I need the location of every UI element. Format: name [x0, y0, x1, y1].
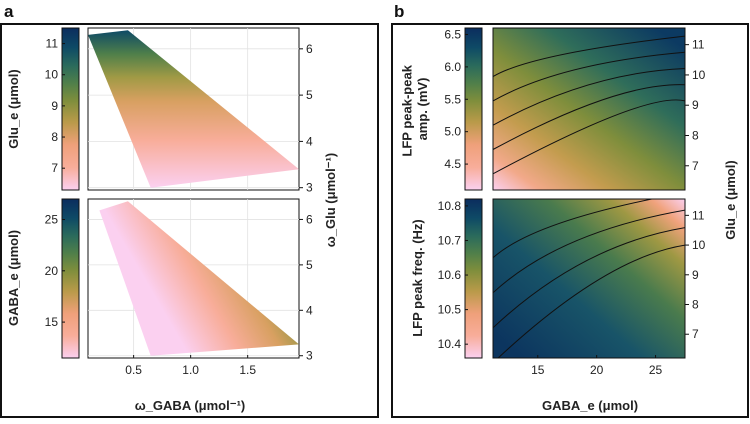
panel-b-letter: b	[394, 2, 404, 21]
plot-area-b-bottom	[492, 198, 686, 359]
y-tick-label-b-bottom: 8	[692, 298, 699, 312]
contour-line-b-top	[493, 51, 685, 102]
colorbar-tick-label-b-top: 4.5	[444, 157, 461, 171]
colorbar-label-b-bottom-text: LFP peak freq. (Hz)	[410, 219, 425, 337]
ylabel-right-a-text: ω_Glu (μmol⁻¹)	[323, 153, 338, 247]
chart-b-bottom: 10.4 10.5 10.6 10.7 10.8 7 8 9 10 11 15 20 25 LFP …	[410, 198, 706, 377]
xlabel-a-text: ω_GABA (μmol⁻¹)	[135, 398, 246, 413]
colorbar-label-b-top-line2: amp. (mV)	[415, 78, 430, 141]
colorbar-tick-label-b-bottom: 10.4	[438, 337, 462, 351]
x-tick-label-a-bottom: 0.5	[125, 363, 142, 377]
y-tick-label-b-top: 8	[692, 128, 699, 142]
y-tick-label-a-bottom: 3	[306, 349, 313, 363]
xlabel-b: GABA_e (μmol)	[542, 398, 638, 413]
colorbar-label-a-bottom-text: GABA_e (μmol)	[6, 230, 21, 326]
data-region-a-bottom	[99, 201, 300, 356]
panel-b-frame	[391, 23, 749, 418]
colorbar-tick-label-a-bottom: 20	[45, 264, 59, 278]
colorbar-tick-label-b-top: 6.0	[444, 60, 461, 74]
ylabel-right-b: Glu_e (μmol)	[723, 160, 738, 239]
colorbar-tick-label-b-bottom: 10.7	[438, 233, 462, 247]
contour-line-b-bottom	[497, 244, 685, 358]
colorbar-label-b-top: LFP peak-peak amp. (mV)	[399, 61, 430, 156]
plot-area-b-top	[492, 27, 686, 191]
x-tick-label-b-bottom: 15	[531, 363, 545, 377]
colorbar-label-a-bottom: GABA_e (μmol)	[6, 230, 21, 326]
chart-b-top: 4.5 5.0 5.5 6.0 6.5 7 8 9 10 11 LFP peak-peak am…	[399, 27, 706, 191]
chart-a-top: 7 8 9 10 11 3 4 5 6 Glu_e (μmol)	[6, 27, 313, 195]
contour-line-b-bottom	[493, 227, 685, 329]
y-tick-label-b-top: 9	[692, 98, 699, 112]
y-tick-label-b-top: 7	[692, 159, 699, 173]
colorbar-b-bottom	[464, 198, 483, 359]
colorbar-a-bottom	[61, 198, 80, 359]
y-tick-label-b-bottom: 10	[692, 238, 706, 252]
colorbar-tick-label-b-bottom: 10.6	[438, 268, 462, 282]
y-tick-label-a-bottom: 4	[306, 303, 313, 317]
contour-line-b-bottom	[493, 199, 655, 259]
x-tick-label-a-bottom: 1.0	[182, 363, 199, 377]
colorbar-tick-label-a-top: 7	[51, 161, 58, 175]
colorbar-label-b-bottom: LFP peak freq. (Hz)	[410, 219, 425, 337]
panel-a-letter: a	[4, 2, 14, 21]
colorbar-tick-label-a-top: 10	[45, 68, 59, 82]
contour-line-b-top	[493, 99, 685, 175]
y-tick-label-b-top: 11	[692, 38, 705, 52]
colorbar-tick-label-b-top: 5.5	[444, 92, 461, 106]
contours-b-bottom	[493, 199, 685, 358]
y-tick-label-b-top: 10	[692, 68, 706, 82]
colorbar-tick-label-b-top: 6.5	[444, 27, 461, 41]
y-tick-label-a-top: 4	[306, 134, 313, 148]
chart-a-bottom: 15 20 25 3 4 5 6 0.5 1.0 1.5 GABA_e (μmol)	[6, 198, 313, 377]
ylabel-right-a: ω_Glu (μmol⁻¹)	[323, 153, 338, 247]
colorbar-tick-label-b-bottom: 10.5	[438, 303, 462, 317]
colorbar-tick-label-a-top: 9	[51, 99, 58, 113]
x-tick-label-b-bottom: 25	[649, 363, 663, 377]
contour-line-b-top	[493, 84, 685, 150]
xlabel-b-text: GABA_e (μmol)	[542, 398, 638, 413]
panel-a-frame	[0, 23, 379, 418]
data-region-a-top	[88, 30, 299, 188]
y-tick-label-a-top: 3	[306, 181, 313, 195]
contours-b-top	[493, 35, 685, 175]
colorbar-tick-label-a-top: 8	[51, 130, 58, 144]
colorbar-tick-label-a-bottom: 25	[45, 213, 59, 227]
contour-line-b-bottom	[493, 209, 685, 294]
colorbar-tick-label-a-top: 11	[46, 37, 59, 51]
contour-line-b-top	[493, 68, 685, 126]
xlabel-a: ω_GABA (μmol⁻¹)	[135, 398, 246, 413]
colorbar-b-top	[464, 27, 483, 191]
y-tick-label-b-bottom: 11	[692, 208, 705, 222]
y-tick-label-a-top: 6	[306, 42, 313, 56]
colorbar-tick-label-b-bottom: 10.8	[438, 199, 462, 213]
y-tick-label-b-bottom: 7	[692, 327, 699, 341]
ylabel-right-b-text: Glu_e (μmol)	[723, 160, 738, 239]
colorbar-tick-label-b-top: 5.0	[444, 125, 461, 139]
x-tick-label-b-bottom: 20	[590, 363, 604, 377]
y-tick-label-a-bottom: 5	[306, 258, 313, 272]
y-tick-label-a-bottom: 6	[306, 212, 313, 226]
colorbar-label-b-top-line1: LFP peak-peak	[399, 64, 414, 156]
colorbar-a-top	[61, 27, 80, 191]
y-tick-label-b-bottom: 9	[692, 268, 699, 282]
x-tick-label-a-bottom: 1.5	[239, 363, 256, 377]
colorbar-label-a-top: Glu_e (μmol)	[6, 69, 21, 148]
y-tick-label-a-top: 5	[306, 88, 313, 102]
colorbar-tick-label-a-bottom: 15	[45, 315, 59, 329]
colorbar-label-a-top-text: Glu_e (μmol)	[6, 69, 21, 148]
contour-line-b-top	[493, 35, 685, 78]
